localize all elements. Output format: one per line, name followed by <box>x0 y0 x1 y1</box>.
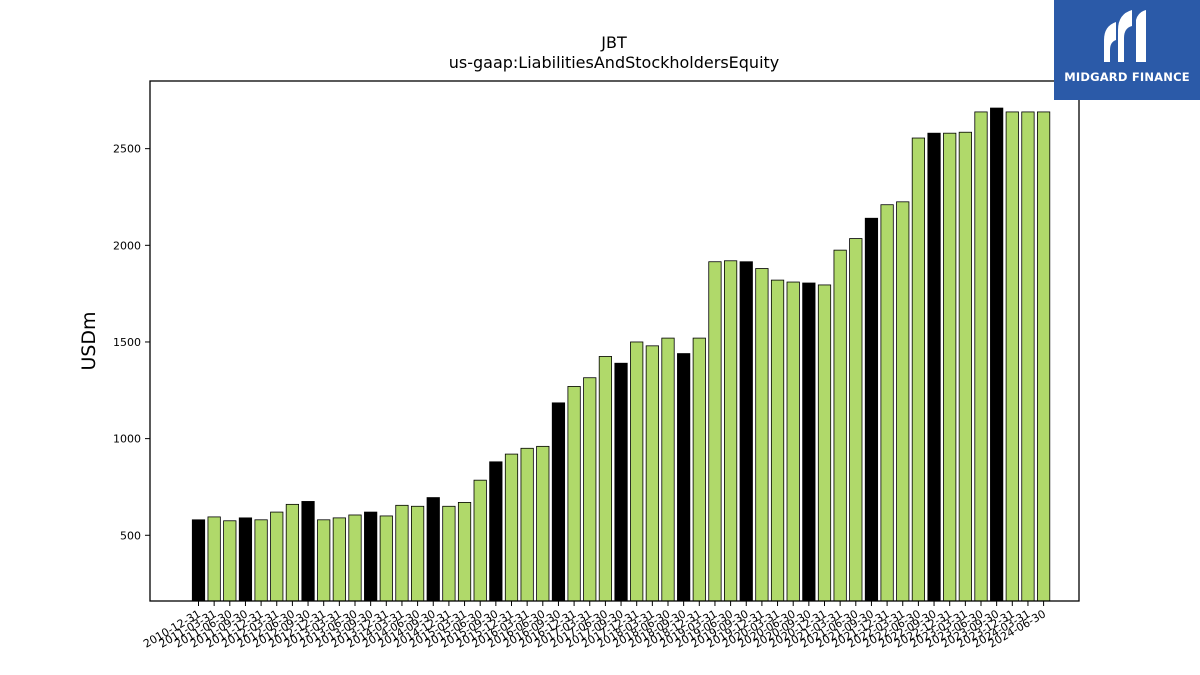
bar-2017-09-30 <box>614 362 628 602</box>
bar-2022-09-30 <box>927 132 941 602</box>
bar-2018-09-30 <box>677 353 691 602</box>
bar-2017-03-31 <box>583 377 597 602</box>
bar-2015-06-30 <box>473 479 487 602</box>
y-tick-label: 1000 <box>113 433 141 446</box>
bar-2019-06-30 <box>724 260 738 602</box>
bar-2020-12-31 <box>817 284 832 602</box>
bars-group <box>191 107 1051 602</box>
bar-2013-03-31 <box>332 517 346 602</box>
bar-2013-09-30 <box>364 511 378 602</box>
bar-2022-06-30 <box>911 137 926 602</box>
bar-2015-09-30 <box>489 461 503 602</box>
bar-2019-12-31 <box>755 268 769 602</box>
bar-2013-12-31 <box>379 515 393 602</box>
bar-2021-09-30 <box>864 217 879 602</box>
bar-2024-03-31 <box>1021 111 1035 602</box>
y-axis-label: USDm <box>78 311 100 370</box>
bar-2012-12-31 <box>317 519 331 602</box>
y-tick-label: 2500 <box>113 143 141 156</box>
bar-2018-12-31 <box>692 337 706 602</box>
bar-2010-12-31 <box>191 519 206 602</box>
bar-2017-06-30 <box>598 356 613 602</box>
bar-2011-06-30 <box>223 520 237 602</box>
bar-2012-09-30 <box>301 501 315 602</box>
bar-2016-12-31 <box>567 386 581 602</box>
bar-2021-06-30 <box>849 238 863 602</box>
bar-2015-03-31 <box>457 502 472 602</box>
y-tick-label: 1500 <box>113 336 141 349</box>
y-ticks-group: 500 1000 1500 2000 2500 <box>113 143 150 542</box>
bar-2020-06-30 <box>786 281 800 602</box>
bar-2012-06-30 <box>285 503 300 602</box>
brand-logo: MIDGARD FINANCE <box>1054 0 1200 100</box>
chart-subtitle: us-gaap:LiabilitiesAndStockholdersEquity <box>449 53 780 72</box>
bar-2017-12-31 <box>630 341 644 602</box>
bar-2011-03-31 <box>207 516 221 602</box>
brand-name: MIDGARD FINANCE <box>1064 70 1190 84</box>
bar-2014-12-31 <box>442 505 456 602</box>
bar-2011-12-31 <box>254 519 268 602</box>
x-ticks-group: 2010-12-312011-03-312011-06-302011-09-30… <box>141 601 1048 651</box>
bar-2021-03-31 <box>833 249 847 602</box>
y-tick-label: 2000 <box>113 239 141 252</box>
bar-2014-09-30 <box>426 497 440 602</box>
bar-2022-03-31 <box>896 201 910 602</box>
bar-2011-09-30 <box>238 517 253 602</box>
bar-2022-12-31 <box>943 132 957 602</box>
bar-2013-06-30 <box>348 514 362 602</box>
bar-2012-03-31 <box>270 511 284 602</box>
bar-2021-12-31 <box>880 204 894 602</box>
bar-2019-03-31 <box>708 261 722 602</box>
bar-2020-09-30 <box>802 282 816 602</box>
bar-2015-12-31 <box>504 453 519 602</box>
midgard-logo-icon <box>1104 10 1146 62</box>
bar-2014-03-31 <box>395 504 409 602</box>
bar-2024-06-30 <box>1037 111 1051 602</box>
bar-2023-09-30 <box>990 107 1004 602</box>
bar-2016-09-30 <box>551 402 566 602</box>
y-tick-label: 500 <box>120 529 141 542</box>
bar-2018-03-31 <box>645 345 659 602</box>
chart-title: JBT <box>600 33 627 52</box>
bar-2023-12-31 <box>1005 111 1019 602</box>
bar-2023-03-31 <box>958 131 972 602</box>
bar-2016-03-31 <box>520 447 534 602</box>
bar-2023-06-30 <box>974 111 988 602</box>
bar-2018-06-30 <box>661 337 675 602</box>
bar-2020-03-31 <box>770 279 785 602</box>
bar-2014-06-30 <box>410 505 425 602</box>
plot-frame <box>149 80 1080 602</box>
bar-2016-06-30 <box>536 445 550 602</box>
bar-2019-09-30 <box>739 261 753 602</box>
